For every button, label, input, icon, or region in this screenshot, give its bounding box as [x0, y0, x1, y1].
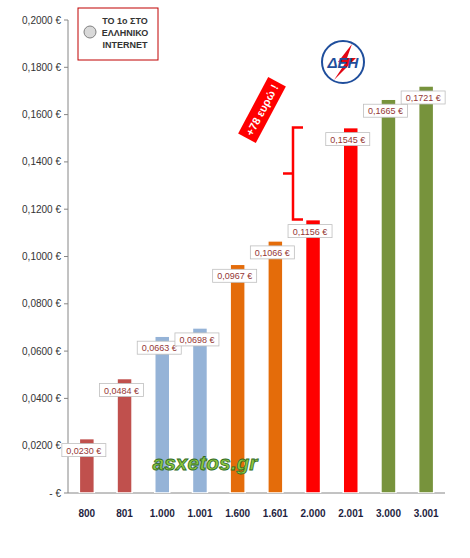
site-logo: asxetos.gr — [152, 451, 259, 474]
data-label-box — [363, 104, 407, 117]
y-tick — [64, 493, 68, 494]
bar — [306, 220, 321, 493]
y-tick-label: 0,0200 € — [22, 440, 61, 451]
data-label-box — [213, 269, 257, 282]
y-tick — [64, 20, 68, 21]
annotation-text: +78 ευρώ ! — [244, 82, 281, 137]
annotation-bracket — [283, 128, 303, 220]
data-label: 0,0698 € — [179, 335, 214, 345]
badge-icon — [84, 26, 96, 38]
y-tick — [64, 209, 68, 210]
bars — [79, 86, 433, 493]
data-label-box — [100, 384, 144, 397]
bar — [419, 86, 434, 493]
x-tick-label: 1.600 — [225, 508, 250, 519]
x-tick-label: 3.001 — [414, 508, 439, 519]
y-tick-label: - € — [49, 488, 61, 499]
y-tick-label: 0,1800 € — [22, 62, 61, 73]
chart: - € 0,0200 € 0,0400 € 0,0600 € 0,0800 € 0,100… — [0, 0, 470, 558]
x-tick-label: 2.000 — [301, 508, 326, 519]
x-tick-label: 1.601 — [263, 508, 288, 519]
data-label-box — [62, 444, 106, 457]
x-tick-label: 800 — [79, 508, 96, 519]
bar — [381, 99, 396, 493]
dei-text: ΔΕΗ — [327, 54, 360, 71]
bar — [343, 128, 358, 493]
badge-text: ΕΛΛΗΝΙΚΟ — [102, 28, 149, 38]
y-tick-label: 0,1200 € — [22, 204, 61, 215]
data-label: 0,0484 € — [104, 386, 139, 396]
annotation: +78 ευρώ ! — [238, 77, 286, 143]
y-tick — [64, 398, 68, 399]
data-label-box — [175, 333, 219, 346]
y-tick — [64, 114, 68, 115]
badge-text: INTERNET — [103, 40, 149, 50]
x-tick-label: 801 — [116, 508, 133, 519]
data-label: 0,1156 € — [293, 227, 327, 237]
y-tick-label: 0,0800 € — [22, 298, 61, 309]
y-tick-label: 0,2000 € — [22, 15, 61, 26]
y-tick-label: 0,1400 € — [22, 156, 61, 167]
y-tick-label: 0,0600 € — [22, 346, 61, 357]
data-label: 0,0230 € — [66, 446, 101, 456]
y-tick-label: 0,0400 € — [22, 393, 61, 404]
data-label: 0,0967 € — [217, 271, 252, 281]
badge-text: ΤΟ 1ο ΣΤΟ — [102, 16, 148, 26]
data-label: 0,0663 € — [142, 343, 177, 353]
bracket — [283, 128, 303, 220]
y-tick — [64, 161, 68, 162]
x-tick-label: 3.000 — [376, 508, 401, 519]
badge-box — [78, 8, 158, 60]
data-label: 0,1721 € — [406, 93, 441, 103]
data-label: 0,1665 € — [368, 106, 403, 116]
annotation-box — [238, 77, 286, 143]
y-tick-label: 0,1600 € — [22, 109, 61, 120]
data-label: 0,1545 € — [330, 135, 365, 145]
data-label-box — [401, 91, 445, 104]
data-label-box — [326, 133, 370, 146]
data-label: 0,1066 € — [255, 248, 290, 258]
data-label-box — [288, 225, 332, 238]
y-tick-label: 0,1000 € — [22, 251, 61, 262]
x-tick-label: 1.001 — [187, 508, 212, 519]
bar — [268, 241, 283, 493]
dei-logo — [322, 41, 364, 83]
y-tick — [64, 351, 68, 352]
y-tick — [64, 303, 68, 304]
y-tick — [64, 67, 68, 68]
y-tick — [64, 256, 68, 257]
background — [0, 0, 470, 558]
x-tick-label: 1.000 — [150, 508, 175, 519]
data-label-box — [250, 246, 294, 259]
x-tick-label: 2.001 — [338, 508, 363, 519]
